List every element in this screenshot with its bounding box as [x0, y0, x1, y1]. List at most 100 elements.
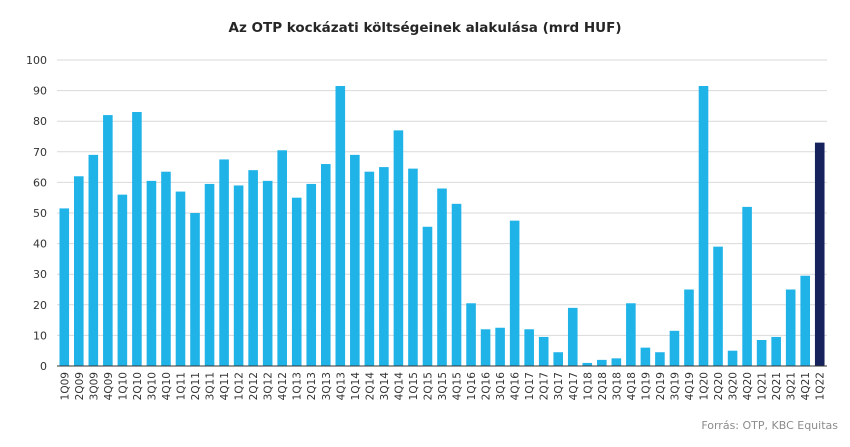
x-tick-label: 1Q21: [757, 372, 769, 400]
bar-3Q17: [553, 352, 564, 366]
x-tick-label: 4Q12: [277, 372, 289, 400]
bar-2Q14: [364, 171, 375, 366]
x-tick-label: 4Q09: [103, 372, 115, 400]
y-tick-label: 90: [33, 85, 47, 98]
x-tick-label: 3Q14: [379, 372, 391, 401]
x-tick-label: 2Q09: [74, 372, 86, 400]
x-tick-label: 4Q17: [568, 372, 580, 400]
bar-1Q22: [814, 142, 825, 366]
x-tick-label: 1Q17: [524, 372, 536, 400]
x-tick-label: 1Q22: [815, 372, 827, 400]
bar-4Q09: [103, 115, 113, 366]
bar-4Q17: [567, 307, 578, 366]
bar-1Q18: [582, 362, 593, 366]
x-tick-label: 3Q16: [495, 372, 507, 401]
x-tick-label: 1Q20: [699, 372, 711, 400]
bar-3Q19: [669, 330, 680, 366]
bar-3Q18: [611, 358, 622, 366]
x-tick-label: 2Q21: [771, 372, 783, 400]
x-tick-label: 3Q17: [553, 372, 565, 400]
x-tick-label: 4Q18: [626, 372, 638, 400]
source-note: Forrás: OTP, KBC Equitas: [701, 419, 838, 432]
x-tick-label: 2Q10: [132, 372, 144, 400]
x-tick-label: 1Q14: [350, 372, 362, 401]
bar-1Q10: [117, 194, 128, 366]
bar-4Q14: [393, 130, 404, 366]
x-tick-label: 4Q15: [452, 372, 464, 400]
bar-2Q09: [73, 176, 84, 366]
x-tick-label: 4Q11: [219, 372, 231, 400]
x-tick-label: 1Q12: [234, 372, 246, 400]
bar-1Q21: [756, 339, 767, 366]
bar-3Q14: [379, 167, 389, 366]
x-tick-label: 2Q16: [481, 372, 493, 401]
bars: [59, 86, 825, 367]
bar-2Q11: [190, 213, 200, 366]
x-tick-label: 1Q09: [59, 372, 71, 400]
bar-2Q21: [771, 336, 781, 366]
bar-3Q21: [785, 289, 796, 366]
x-tick-label: 1Q10: [117, 372, 129, 400]
x-tick-label: 3Q18: [611, 372, 623, 400]
bar-1Q16: [466, 303, 476, 366]
bar-4Q11: [219, 159, 229, 366]
x-tick-label: 2Q12: [248, 372, 260, 400]
y-tick-label: 30: [33, 268, 47, 281]
bar-3Q09: [88, 154, 99, 366]
x-tick-label: 3Q21: [786, 372, 798, 400]
bar-3Q16: [495, 327, 505, 366]
x-tick-label: 3Q10: [146, 372, 158, 400]
x-tick-label: 1Q16: [466, 372, 478, 401]
y-tick-label: 50: [33, 207, 47, 220]
bar-4Q13: [335, 86, 346, 366]
x-tick-label: 2Q15: [422, 372, 434, 400]
y-axis-ticks: 0 10 20 30 40 50 60 70 80 90 100: [26, 54, 47, 373]
bar-1Q11: [175, 191, 186, 366]
bar-4Q20: [742, 206, 752, 366]
bar-1Q19: [640, 347, 651, 366]
bar-4Q16: [509, 220, 520, 366]
bar-4Q21: [800, 275, 811, 366]
y-tick-label: 80: [33, 115, 47, 128]
bar-1Q20: [698, 86, 709, 366]
bar-3Q15: [437, 188, 447, 366]
bar-3Q13: [320, 164, 331, 366]
x-axis-ticks: 1Q09 2Q09 3Q09 4Q09 1Q10 2Q10 3Q10 4Q10 1Q11 2Q11…: [59, 372, 826, 401]
bar-4Q18: [626, 303, 636, 366]
x-tick-label: 1Q11: [175, 372, 187, 400]
x-tick-label: 1Q18: [582, 372, 594, 400]
y-tick-label: 20: [33, 299, 47, 312]
x-tick-label: 3Q15: [437, 372, 449, 400]
x-tick-label: 1Q13: [292, 372, 304, 400]
bar-4Q15: [451, 203, 462, 366]
bar-2Q18: [597, 359, 607, 366]
bar-4Q19: [684, 289, 694, 366]
x-tick-label: 4Q19: [684, 372, 696, 400]
x-tick-label: 4Q21: [800, 372, 812, 400]
bar-2Q16: [480, 329, 491, 366]
y-tick-label: 70: [33, 146, 47, 159]
y-tick-label: 0: [40, 360, 47, 373]
bar-2Q19: [655, 352, 665, 366]
y-tick-label: 100: [26, 54, 47, 67]
x-tick-label: 3Q11: [205, 372, 217, 400]
x-tick-label: 1Q15: [408, 372, 420, 400]
x-tick-label: 1Q19: [640, 372, 652, 400]
bar-3Q12: [262, 180, 273, 366]
x-tick-label: 2Q20: [713, 372, 725, 400]
x-tick-label: 2Q13: [306, 372, 318, 400]
x-tick-label: 2Q17: [539, 372, 551, 400]
bar-2Q12: [248, 170, 258, 366]
bar-4Q10: [161, 171, 171, 366]
bar-2Q20: [713, 246, 723, 366]
x-tick-label: 3Q09: [88, 372, 100, 400]
x-tick-label: 4Q16: [510, 372, 522, 401]
bar-2Q13: [306, 183, 317, 366]
bar-2Q10: [132, 112, 142, 367]
y-tick-label: 10: [33, 329, 47, 342]
y-tick-label: 40: [33, 238, 47, 251]
x-tick-label: 4Q10: [161, 372, 173, 400]
bar-1Q13: [291, 197, 302, 366]
bar-1Q12: [233, 185, 244, 366]
